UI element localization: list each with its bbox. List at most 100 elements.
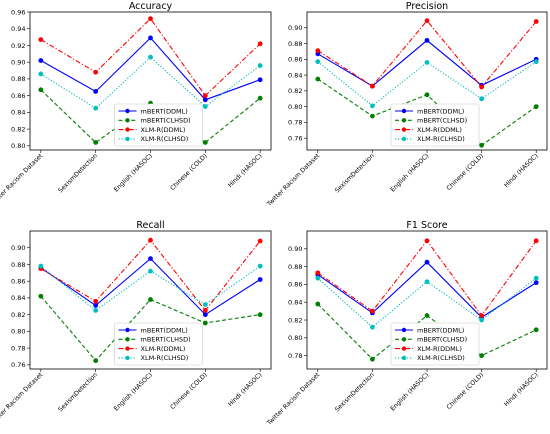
legend: mBERT(DDML) mBERT(CLHSD)XLM-R(DDML)XLM-R(… (114, 322, 203, 366)
legend-swatch-marker (401, 327, 407, 333)
data-point (533, 19, 539, 24)
data-point (202, 320, 208, 326)
legend-swatch-marker (401, 127, 407, 132)
x-tick-label: English (HASOC) (113, 152, 154, 193)
y-tick-label: 0.88 (288, 40, 302, 48)
x-tick-label: Chinese (COLD) (169, 371, 209, 411)
data-point (202, 308, 208, 313)
data-point (315, 59, 321, 65)
y-tick-label: 0.86 (11, 277, 25, 285)
data-point (479, 84, 484, 90)
data-point (257, 77, 263, 83)
data-point (370, 103, 375, 109)
data-point (315, 301, 321, 307)
data-point (93, 298, 99, 304)
data-point (479, 317, 484, 323)
data-point (370, 356, 375, 362)
data-point (257, 312, 263, 318)
data-point (424, 238, 430, 244)
legend-box (114, 103, 203, 147)
data-point (533, 59, 539, 65)
y-tick-label: 0.88 (11, 75, 25, 83)
legend-box (390, 322, 480, 366)
chart-title: Accuracy (129, 1, 173, 12)
x-tick-label: SexismDetection (57, 152, 99, 194)
y-tick-label: 0.82 (11, 311, 25, 319)
y-tick-label: 0.84 (11, 109, 25, 117)
y-tick-label: 0.90 (288, 24, 302, 32)
data-point (148, 256, 153, 261)
legend-swatch-marker (401, 118, 407, 123)
x-tick-label: Twitter Racism Dataset (0, 152, 45, 208)
y-tick-label: 0.86 (288, 56, 302, 64)
y-tick-label: 0.88 (11, 261, 25, 269)
legend-swatch-marker (125, 118, 130, 123)
y-tick-label: 0.86 (288, 281, 302, 289)
legend-label: XLM-R(DDML) (141, 345, 186, 353)
data-point (93, 308, 99, 313)
y-tick-label: 0.78 (11, 344, 25, 352)
legend-swatch-marker (125, 355, 130, 361)
legend: mBERT(DDML) mBERT(CLHSD)XLM-R(DDML)XLM-R(… (114, 103, 203, 147)
legend-label: mBERT(CLHSD) (141, 336, 191, 344)
data-point (479, 313, 484, 318)
y-tick-label: 0.82 (11, 125, 25, 133)
chart-panel-3: F1 Score 0.78 0.80 0.82 0.84 0.86 0.88 0.90 Twit… (265, 220, 548, 427)
legend-label: XLM-R(DDML) (417, 126, 462, 134)
data-point (148, 16, 153, 22)
chart-panel-1: Precision 0.76 0.78 0.80 0.82 0.84 0.86 0.88 0.9… (265, 1, 548, 208)
data-point (370, 308, 375, 314)
data-point (315, 270, 321, 276)
y-tick-label: 0.94 (11, 25, 25, 33)
data-point (370, 324, 375, 330)
series-line-0 (40, 257, 261, 316)
y-tick-label: 0.82 (288, 87, 302, 95)
data-point (148, 268, 153, 274)
data-point (424, 60, 430, 65)
data-point (533, 275, 539, 281)
legend-box (114, 322, 203, 366)
y-tick-label: 0.78 (288, 352, 302, 360)
data-point (148, 237, 153, 243)
data-point (148, 54, 153, 60)
data-point (315, 76, 321, 82)
x-tick-label: SexismDetection (334, 371, 376, 413)
data-point (257, 41, 263, 47)
legend-swatch-marker (401, 337, 407, 342)
series-line-0 (317, 261, 537, 319)
data-point (202, 97, 208, 103)
y-tick-label: 0.86 (11, 92, 25, 100)
data-point (93, 69, 99, 75)
legend-swatch-marker (125, 108, 130, 114)
legend-label: mBERT(CLHSD) (417, 117, 467, 125)
y-tick-label: 0.80 (11, 328, 25, 336)
y-tick-label: 0.92 (11, 42, 25, 50)
data-point (257, 63, 263, 68)
data-point (424, 279, 430, 285)
x-tick-label: Twitter Racism Dataset (0, 371, 45, 427)
data-point (38, 58, 44, 63)
chart-title: Precision (406, 1, 448, 12)
y-tick-label: 0.84 (11, 294, 25, 302)
data-point (479, 142, 484, 148)
y-tick-label: 0.90 (11, 244, 25, 252)
x-tick-label: English (HASOC) (113, 371, 154, 412)
data-point (315, 48, 321, 54)
x-tick-label: Hindi (HASOC) (227, 371, 264, 408)
x-tick-label: Hindi (HASOC) (503, 371, 540, 408)
data-point (38, 293, 44, 299)
y-tick-label: 0.80 (288, 103, 302, 111)
legend-swatch-marker (125, 337, 130, 342)
series-line-2 (317, 239, 537, 317)
data-point (533, 327, 539, 333)
legend-label: XLM-R(CLHSD) (141, 135, 189, 143)
data-point (370, 113, 375, 119)
data-point (257, 277, 263, 282)
data-point (257, 238, 263, 244)
legend-swatch-marker (401, 136, 407, 142)
legend-label: XLM-R(DDML) (417, 345, 462, 353)
data-point (148, 35, 153, 41)
series-line-3 (317, 277, 537, 328)
data-point (93, 105, 99, 111)
legend-label: mBERT(CLHSD) (417, 336, 467, 344)
